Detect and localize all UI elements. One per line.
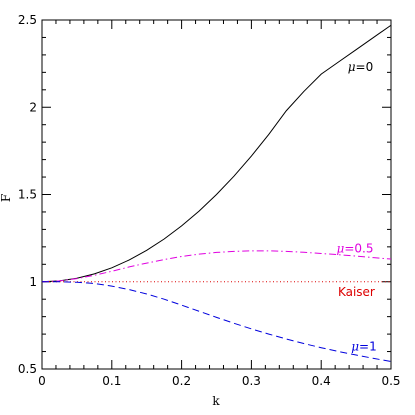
series-label-text: =0.5 xyxy=(344,242,373,256)
series-label--0-5: μ=0.5 xyxy=(337,242,374,256)
x-tick-label: 0 xyxy=(38,374,46,388)
x-tick-label: 0.3 xyxy=(242,374,261,388)
y-tick-label: 2 xyxy=(29,100,37,114)
y-tick-labels: 0.5 1 1.5 2 2.5 xyxy=(18,13,37,376)
y-axis-label: F xyxy=(0,194,13,202)
series-label-symbol: μ xyxy=(337,242,345,256)
x-tick-label: 0.2 xyxy=(172,374,191,388)
series-label--0: μ=0 xyxy=(348,60,374,74)
series-label-symbol: μ xyxy=(351,339,359,353)
y-tick-label: 0.5 xyxy=(18,362,37,376)
series-label-text: Kaiser xyxy=(338,285,375,299)
series-label-symbol: μ xyxy=(348,60,356,74)
y-tick-label: 1 xyxy=(29,275,37,289)
series-label-text: =0 xyxy=(356,60,374,74)
x-tick-label: 0.1 xyxy=(102,374,121,388)
series-lines xyxy=(41,24,392,362)
x-tick-label: 0.4 xyxy=(312,374,331,388)
x-tick-labels: 0 0.1 0.2 0.3 0.4 0.5 xyxy=(38,374,400,388)
series-label-text: =1 xyxy=(359,339,377,353)
series-label--1: μ=1 xyxy=(351,339,377,353)
x-tick-label: 0.5 xyxy=(381,374,400,388)
series-line--0-5 xyxy=(41,250,392,283)
y-tick-label: 2.5 xyxy=(18,13,37,27)
series-line--1 xyxy=(42,281,392,362)
series-line--0 xyxy=(41,24,392,283)
y-tick-label: 1.5 xyxy=(18,188,37,202)
tick-marks xyxy=(41,19,392,370)
x-axis-label: k xyxy=(212,394,220,408)
series-label-kaiser: Kaiser xyxy=(338,285,375,299)
